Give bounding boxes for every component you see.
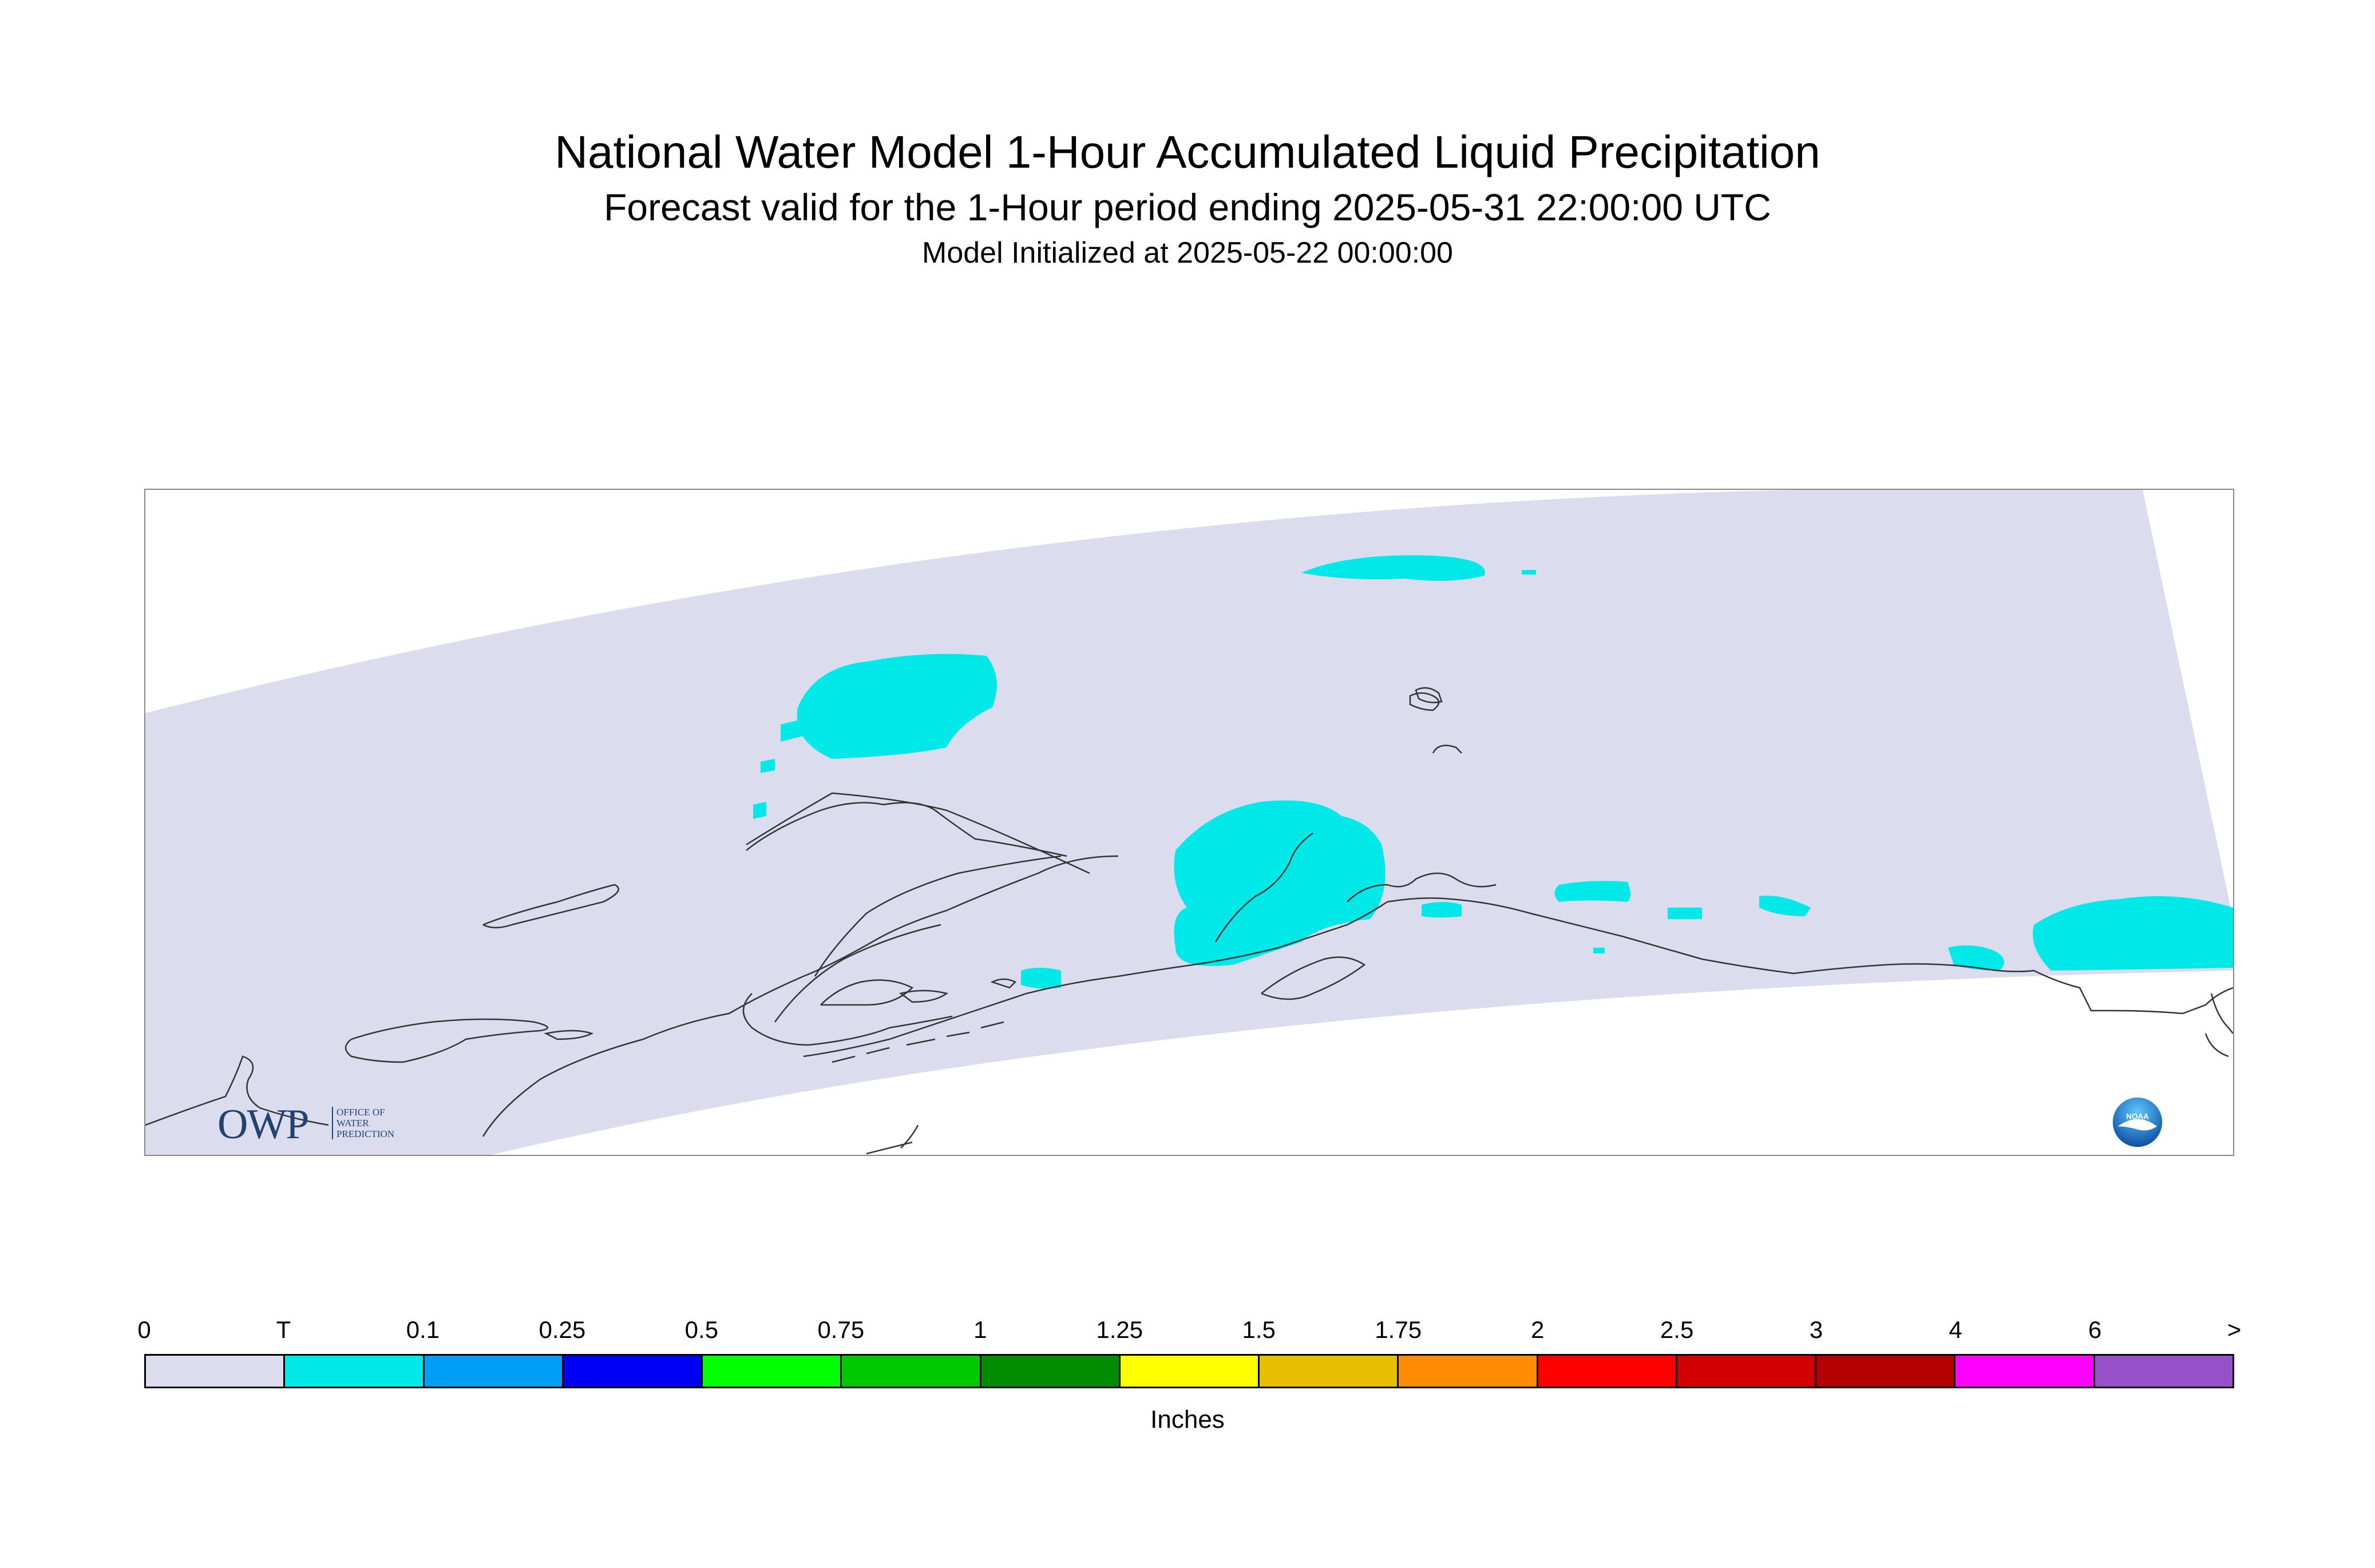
precip-area-arctic-coast xyxy=(1301,555,1485,581)
precip-area-chukchi xyxy=(797,654,997,759)
colorbar-label: 1 xyxy=(973,1316,987,1343)
coastline-aleutians xyxy=(832,1021,1004,1063)
noaa-logo-icon: NOAA xyxy=(2112,1097,2163,1147)
colorbar-label: 1.25 xyxy=(1096,1316,1143,1343)
colorbar-label: 0.75 xyxy=(817,1316,865,1343)
map-frame xyxy=(144,489,2234,1156)
owp-logo-line: OFFICE OF xyxy=(337,1107,385,1118)
precip-area-mid-4 xyxy=(1759,896,1811,916)
colorbar-swatch xyxy=(1120,1356,1260,1387)
colorbar-swatch xyxy=(1399,1356,1538,1387)
coastline-cook-inlet xyxy=(1214,832,1313,943)
owp-logo-line: PREDICTION xyxy=(337,1129,395,1139)
precip-area-mid-1 xyxy=(1554,881,1630,902)
coastline-arctic-islands xyxy=(1415,687,1462,754)
colorbar xyxy=(144,1354,2234,1388)
precip-area-southeast xyxy=(1948,945,2004,971)
model-initialized-subtitle: Model Initialized at 2025-05-22 00:00:00 xyxy=(922,236,1453,270)
colorbar-units: Inches xyxy=(1150,1405,1225,1434)
colorbar-label: 0 xyxy=(137,1316,151,1343)
colorbar-swatch xyxy=(424,1356,564,1387)
coastline-canada-border xyxy=(2033,969,2233,1015)
precipitation-map xyxy=(145,490,2233,1155)
colorbar-swatch xyxy=(2095,1356,2232,1387)
coastline-chukotka-bay xyxy=(345,1018,548,1063)
colorbar-swatch xyxy=(563,1356,703,1387)
colorbar-swatch xyxy=(842,1356,981,1387)
coastline-bc xyxy=(2204,993,2233,1058)
colorbar-label: > xyxy=(2227,1316,2242,1343)
colorbar-label: 1.5 xyxy=(1242,1316,1276,1343)
precip-area-small-2 xyxy=(761,759,775,773)
precip-area-mid-6 xyxy=(1593,948,1605,953)
colorbar-swatch xyxy=(1538,1356,1677,1387)
colorbar-label: 6 xyxy=(2088,1316,2102,1343)
colorbar-swatch xyxy=(146,1356,286,1387)
colorbar-swatch xyxy=(1956,1356,2095,1387)
coastline-kotzebue xyxy=(746,802,1067,857)
colorbar-label: 2 xyxy=(1530,1316,1545,1343)
colorbar-label: 0.25 xyxy=(539,1316,586,1343)
noaa-logo-text: NOAA xyxy=(2126,1112,2149,1121)
colorbar-label: 0.5 xyxy=(684,1316,719,1343)
colorbar-label: 3 xyxy=(1809,1316,1823,1343)
coastline-alaska-peninsula xyxy=(803,901,1388,1058)
forecast-valid-subtitle: Forecast valid for the 1-Hour period end… xyxy=(604,186,1771,228)
model-domain xyxy=(145,490,2233,1155)
precip-area-mid-5 xyxy=(1021,968,1061,989)
owp-logo-letters: OWP xyxy=(217,1101,309,1148)
coastline-bering-islands xyxy=(899,978,1017,1003)
colorbar-swatch xyxy=(1677,1356,1817,1387)
coastline-st-matthew xyxy=(544,1030,594,1040)
coastline-gulf-of-alaska xyxy=(1387,897,2034,975)
coastline-south-bering xyxy=(866,1124,919,1155)
coastline-west-alaska xyxy=(774,924,941,1023)
colorbar-swatch xyxy=(703,1356,842,1387)
coastline-prince-william xyxy=(1347,872,1497,902)
coastline-st-lawrence xyxy=(482,884,619,929)
colorbar-swatch xyxy=(1260,1356,1399,1387)
colorbar-label: T xyxy=(276,1316,291,1343)
colorbar-label: 1.75 xyxy=(1375,1316,1422,1343)
owp-logo-text: OFFICE OF WATER PREDICTION xyxy=(332,1107,394,1139)
colorbar-swatch xyxy=(1816,1356,1956,1387)
colorbar-labels: 0 T 0.1 0.25 0.5 0.75 1 1.25 1.5 1.75 2 2.5 3 4 6 > xyxy=(137,1316,2241,1351)
coastline-seward xyxy=(814,855,1062,977)
precip-area-small-1 xyxy=(781,719,803,742)
colorbar-label: 4 xyxy=(1949,1316,1962,1343)
precip-area-yukon-east xyxy=(2033,896,2233,971)
colorbar-swatch xyxy=(981,1356,1121,1387)
colorbar-label: 0.1 xyxy=(406,1316,440,1343)
coastline-chukotka xyxy=(145,1055,329,1126)
precip-area-mid-2 xyxy=(1422,902,1462,918)
coastline-yukon-delta xyxy=(742,993,953,1046)
coastline-arctic-islands-2 xyxy=(1409,692,1440,711)
colorbar-swatch xyxy=(285,1356,425,1387)
colorbar-label: 2.5 xyxy=(1660,1316,1694,1343)
coastline-kodiak xyxy=(1261,956,1366,1000)
map-title: National Water Model 1-Hour Accumulated … xyxy=(555,126,1820,177)
precip-area-small-3 xyxy=(753,802,766,819)
precip-area-small-4 xyxy=(1522,570,1536,575)
coastlines xyxy=(145,687,2233,1155)
precip-area-mid-3 xyxy=(1668,908,1702,919)
owp-logo-line: WATER xyxy=(337,1118,369,1129)
